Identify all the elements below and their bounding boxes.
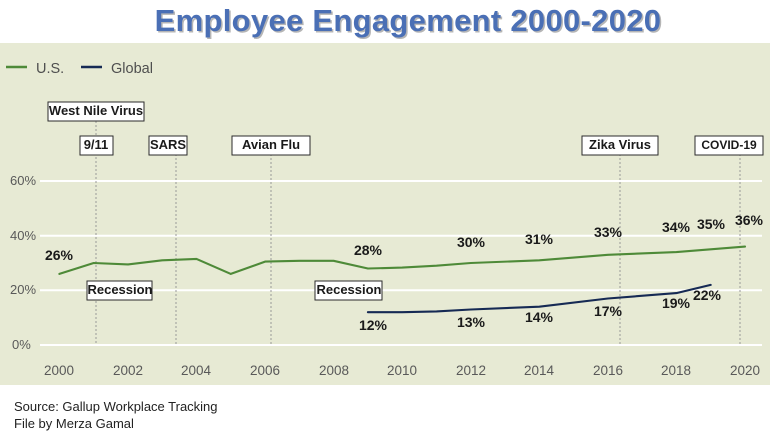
svg-text:2010: 2010 [387,363,417,378]
svg-text:U.S.: U.S. [36,61,64,77]
svg-text:COVID-19: COVID-19 [701,138,757,152]
svg-text:2008: 2008 [319,363,349,378]
svg-text:SARS: SARS [150,137,186,152]
svg-text:36%: 36% [735,212,764,228]
svg-text:West Nile Virus: West Nile Virus [49,103,143,118]
svg-text:2000: 2000 [44,363,74,378]
svg-text:Global: Global [111,61,153,77]
svg-text:2002: 2002 [113,363,143,378]
svg-text:26%: 26% [45,247,74,263]
svg-text:Recession: Recession [87,282,152,297]
svg-text:22%: 22% [693,287,722,303]
svg-text:35%: 35% [697,216,726,232]
svg-text:17%: 17% [594,303,623,319]
svg-text:14%: 14% [525,309,554,325]
svg-text:33%: 33% [594,224,623,240]
svg-text:20%: 20% [10,282,36,297]
svg-text:40%: 40% [10,228,36,243]
svg-text:Zika Virus: Zika Virus [589,137,651,152]
svg-text:34%: 34% [662,219,691,235]
svg-text:28%: 28% [354,242,383,258]
svg-text:Avian Flu: Avian Flu [242,137,300,152]
svg-text:13%: 13% [457,314,486,330]
svg-text:2020: 2020 [730,363,760,378]
svg-text:2014: 2014 [524,363,555,378]
svg-text:Recession: Recession [316,282,381,297]
svg-text:2004: 2004 [181,363,212,378]
svg-text:9/11: 9/11 [84,137,109,152]
svg-text:2018: 2018 [661,363,691,378]
svg-text:12%: 12% [359,317,388,333]
svg-text:30%: 30% [457,234,486,250]
svg-text:2016: 2016 [593,363,623,378]
svg-text:19%: 19% [662,295,691,311]
svg-text:60%: 60% [10,173,36,188]
svg-text:2012: 2012 [456,363,486,378]
svg-text:31%: 31% [525,231,554,247]
svg-text:2006: 2006 [250,363,280,378]
svg-text:0%: 0% [12,337,31,352]
